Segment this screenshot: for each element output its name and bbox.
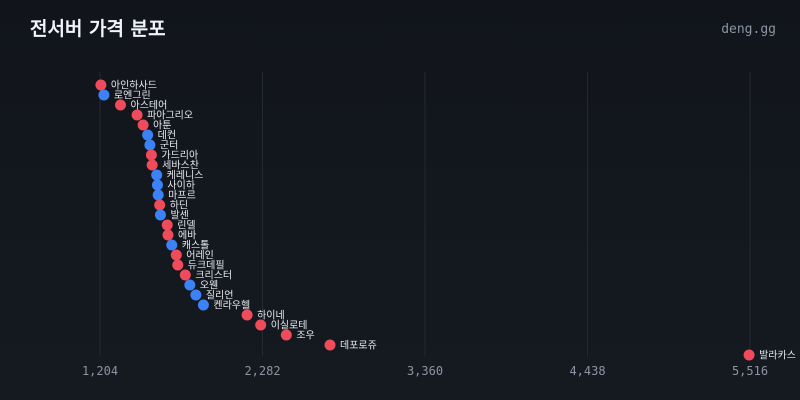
point-label: 아툰 [153, 120, 171, 132]
data-point[interactable] [743, 349, 755, 361]
data-point[interactable] [152, 189, 164, 201]
data-point[interactable] [115, 99, 127, 111]
data-point[interactable] [184, 279, 196, 291]
point-label: 오웬 [200, 279, 218, 292]
point-label: 에바 [178, 230, 196, 242]
data-point[interactable] [172, 259, 184, 271]
data-point[interactable] [137, 119, 149, 131]
data-points: 아인하사드로엔그린아스테어파아그리오아툰데컨군터가드리아세바스찬케레니스사이하마… [95, 79, 796, 362]
data-point[interactable] [179, 269, 191, 281]
point-label: 데컨 [158, 130, 176, 142]
point-label: 질리언 [206, 290, 234, 302]
data-point[interactable] [145, 149, 157, 161]
point-label: 케레니스 [167, 170, 204, 182]
point-label: 하이네 [257, 309, 285, 322]
point-label: 가드리아 [161, 150, 198, 162]
point-label: 아인하사드 [111, 79, 157, 92]
data-point[interactable] [170, 249, 182, 261]
x-tick-label: 5,516 [732, 364, 768, 378]
data-point[interactable] [151, 179, 163, 191]
point-label: 조우 [296, 330, 314, 342]
point-label: 어레인 [186, 250, 214, 262]
point-label: 발라카스 [759, 350, 796, 362]
data-point[interactable] [142, 129, 154, 141]
data-point[interactable] [241, 309, 253, 321]
data-point[interactable] [166, 239, 178, 251]
point-label: 듀크데필 [188, 260, 225, 272]
point-label: 발센 [170, 210, 188, 222]
brand-label: deng.gg [721, 22, 776, 37]
data-point[interactable] [255, 319, 267, 331]
point-label: 마프르 [168, 190, 196, 202]
point-label: 이실로테 [271, 320, 308, 332]
x-axis-ticks: 1,204 2,282 3,360 4,438 5,516 [82, 364, 768, 378]
data-point[interactable] [154, 209, 166, 221]
data-point[interactable] [161, 219, 173, 231]
grid-lines [99, 72, 751, 356]
point-label: 린델 [177, 220, 195, 232]
x-tick-label: 2,282 [244, 364, 280, 378]
data-point[interactable] [131, 109, 143, 121]
data-point[interactable] [324, 339, 336, 351]
point-label: 파아그리오 [147, 110, 193, 122]
chart-title: 전서버 가격 분포 [30, 18, 166, 40]
data-point[interactable] [190, 289, 202, 301]
point-label: 켄라우헬 [213, 300, 250, 312]
point-label: 아스테어 [131, 100, 168, 112]
point-label: 데포로쥬 [340, 340, 377, 352]
data-point[interactable] [280, 329, 292, 341]
point-label: 로엔그린 [114, 90, 151, 102]
data-point[interactable] [151, 169, 163, 181]
data-point[interactable] [146, 159, 158, 171]
x-tick-label: 3,360 [407, 364, 443, 378]
data-point[interactable] [162, 229, 174, 241]
point-label: 군터 [160, 140, 178, 152]
data-point[interactable] [197, 299, 209, 311]
point-label: 캐스톨 [182, 240, 210, 252]
point-label: 하딘 [170, 199, 188, 212]
point-label: 사이하 [167, 179, 195, 192]
data-point[interactable] [98, 89, 110, 101]
x-tick-label: 1,204 [82, 364, 118, 378]
data-point[interactable] [95, 79, 107, 91]
data-point[interactable] [144, 139, 156, 151]
x-tick-label: 4,438 [569, 364, 605, 378]
point-label: 크리스터 [195, 270, 232, 282]
data-point[interactable] [154, 199, 166, 211]
point-label: 세바스찬 [162, 160, 199, 172]
